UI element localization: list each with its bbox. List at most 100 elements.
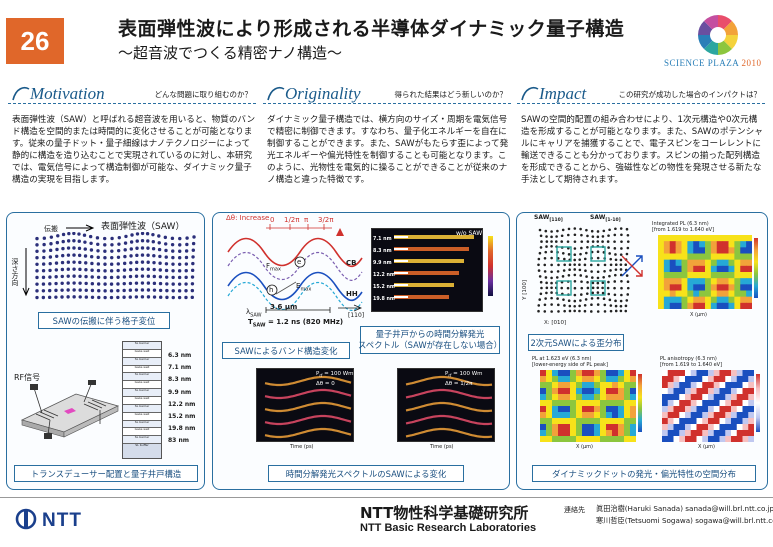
- heatmap-cell: [606, 412, 613, 419]
- caption-tr-pl-saw: 時間分解発光スペクトルのSAWによる変化: [268, 465, 464, 482]
- heatmap-cell: [699, 247, 706, 254]
- heatmap-cell: [679, 388, 686, 395]
- map-aniso-range-line: [from 1.619 to 1.640 eV]: [660, 362, 723, 368]
- lab-name-ja: NTT物性科学基礎研究所: [360, 504, 529, 522]
- heatmap-cell: [600, 412, 607, 419]
- lattice-dot: [72, 239, 76, 243]
- heatmap-cell: [687, 284, 694, 291]
- heatmap-cell: [624, 406, 631, 413]
- lattice-displacement-figure: [35, 232, 196, 300]
- colorbar: [638, 374, 642, 432]
- heatmap-cell: [606, 406, 613, 413]
- strain-dot: [579, 274, 583, 277]
- strain-dot: [538, 251, 542, 255]
- lattice-dot: [72, 288, 76, 292]
- heatmap-cell: [675, 302, 682, 310]
- strain-dot: [609, 304, 613, 307]
- strain-dot: [619, 304, 623, 308]
- lattice-dot: [128, 288, 133, 292]
- lattice-dot: [103, 255, 107, 260]
- heatmap-cell: [746, 284, 753, 291]
- strain-dot: [624, 309, 628, 313]
- heatmap-cell: [582, 436, 589, 443]
- emax-sub: max: [300, 286, 312, 293]
- lattice-dot: [42, 255, 46, 260]
- lattice-dot: [54, 288, 58, 293]
- heatmap-cell: [612, 370, 619, 377]
- heatmap-cell: [696, 406, 703, 413]
- heatmap-cell: [558, 406, 565, 413]
- strain-dot: [590, 297, 594, 300]
- heatmap-cell: [705, 241, 712, 248]
- strain-dot: [550, 230, 553, 233]
- heatmap-cell: [576, 400, 583, 407]
- heatmap-cell: [746, 241, 753, 248]
- heatmap-cell: [564, 406, 571, 413]
- pr-value: = 100 Wm: [322, 371, 354, 377]
- depth-label: 深さ方向: [11, 258, 19, 286]
- heatmap-cell: [667, 370, 674, 377]
- heatmap-cell: [687, 290, 694, 298]
- saw110-dir: [110]: [549, 218, 563, 224]
- heatmap-cell: [731, 394, 738, 401]
- heatmap-cell: [742, 376, 749, 383]
- heatmap-cell: [570, 382, 577, 389]
- lattice-dot: [35, 269, 39, 273]
- heatmap-cell: [679, 418, 686, 425]
- strain-dot: [602, 297, 606, 301]
- heatmap-cell: [748, 370, 755, 377]
- lattice-dot: [97, 295, 101, 300]
- heatmap-cell: [606, 436, 613, 443]
- heatmap-cell: [690, 412, 697, 419]
- heatmap-cell: [675, 259, 682, 267]
- heatmap-cell: [722, 265, 729, 273]
- pl-oscillation-trace: [264, 375, 352, 387]
- heatmap-cell: [722, 284, 729, 291]
- lattice-dot: [96, 249, 100, 253]
- heatmap-cell: [713, 436, 720, 443]
- strain-dot: [550, 281, 553, 285]
- impact-text: SAWの空間的配置の組み合わせにより、1次元構造や0次元構造を形成することが可能…: [521, 115, 763, 186]
- tsaw-label: TSAW = 1.2 ns (820 MHz): [248, 318, 343, 328]
- heatmap-cell: [667, 430, 674, 437]
- heatmap-cell: [696, 376, 703, 383]
- pl-streak: [394, 271, 459, 275]
- lattice-dot: [165, 288, 169, 293]
- heatmap-cell: [690, 370, 697, 377]
- heatmap-cell: [658, 272, 665, 279]
- lattice-dot: [48, 275, 52, 279]
- strain-dot: [550, 310, 553, 313]
- heatmap-cell: [728, 259, 735, 267]
- impact-heading: Impact この研究が成功した場合のインパクトは？: [517, 84, 765, 108]
- lattice-dot: [157, 247, 162, 252]
- heatmap-cell: [606, 430, 613, 437]
- heatmap-cell: [702, 436, 709, 443]
- strain-dot: [614, 268, 618, 271]
- lattice-dot: [83, 247, 87, 251]
- heatmap-cell: [687, 302, 694, 310]
- saw1m10-dir: [1-10]: [605, 218, 621, 224]
- heatmap-cell: [705, 284, 712, 291]
- heatmap-cell: [663, 265, 671, 273]
- strain-dot: [619, 227, 623, 230]
- originality-question: 得られた結果はどう新しいのか？: [394, 90, 508, 99]
- lattice-dot: [77, 253, 82, 258]
- heatmap-cell: [696, 382, 703, 389]
- lattice-dot: [54, 275, 58, 279]
- heatmap-cell: [658, 278, 665, 285]
- lattice-dot: [192, 235, 196, 239]
- lattice-dot: [35, 282, 39, 286]
- strain-dot: [539, 292, 543, 296]
- heatmap-cell: [722, 241, 729, 248]
- heatmap-cell: [710, 302, 718, 310]
- strain-dot: [626, 233, 630, 237]
- heatmap-cell: [588, 430, 595, 437]
- heatmap-cell: [687, 235, 694, 242]
- heatmap-cell: [576, 412, 583, 419]
- heatmap-cell: [740, 253, 747, 261]
- heatmap-cell: [699, 290, 706, 298]
- heatmap-cell: [675, 272, 682, 279]
- lattice-dot: [103, 282, 107, 286]
- heatmap-cell: [690, 418, 697, 425]
- lattice-dot: [60, 288, 64, 292]
